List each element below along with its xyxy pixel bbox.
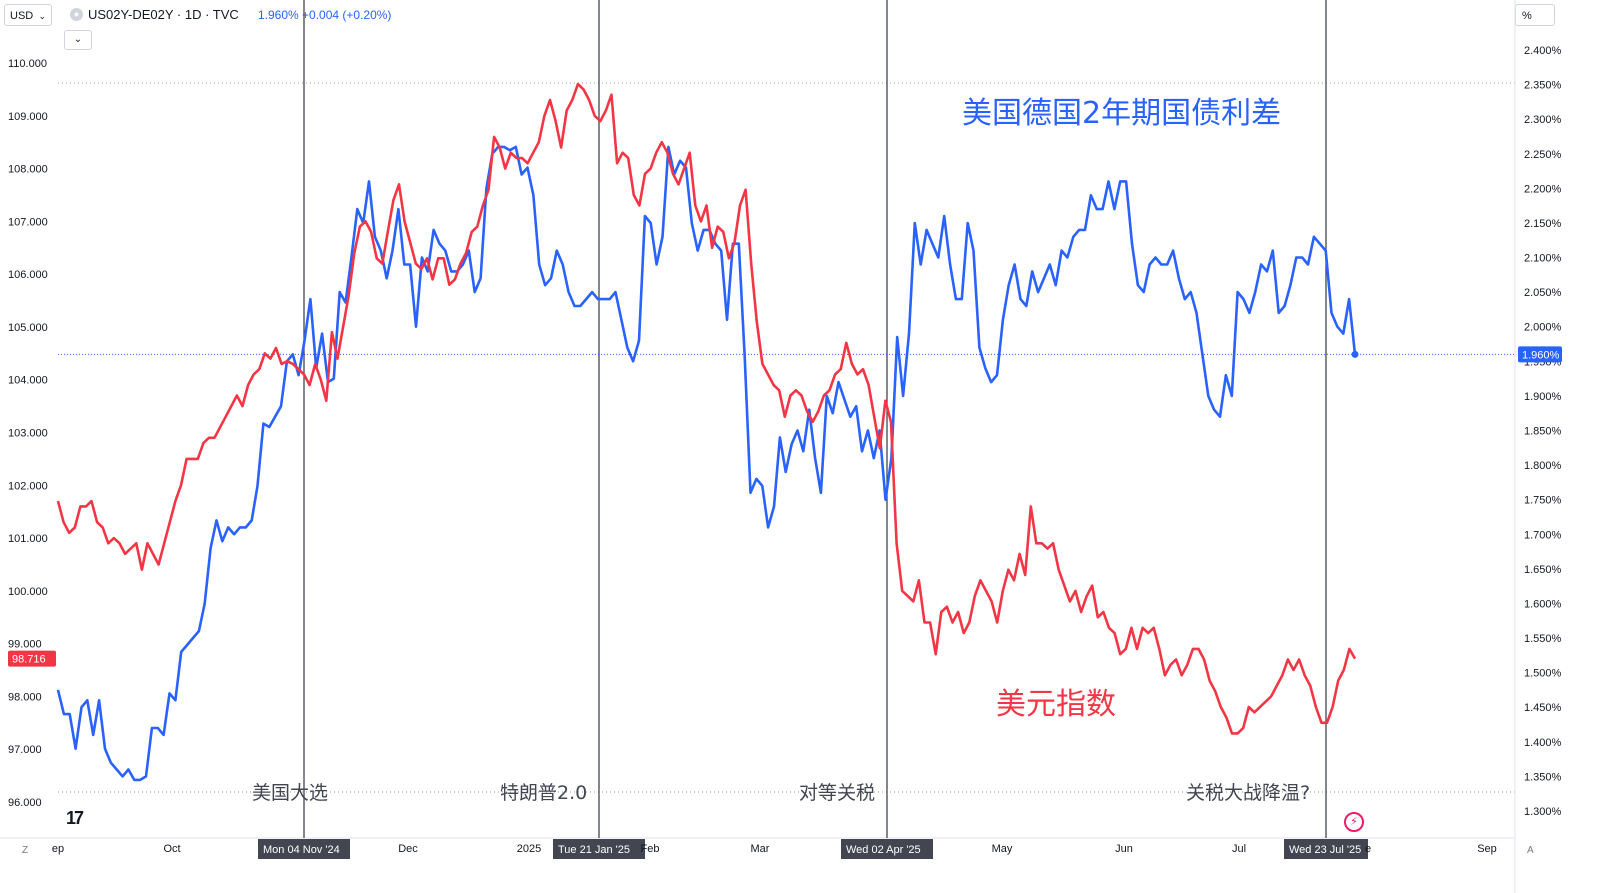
chart-toolbar: USD ⌄ ● US02Y-DE02Y · 1D · TVC 1.960% +0… xyxy=(0,0,1560,30)
chevron-down-icon: ⌄ xyxy=(73,34,83,45)
time-tick-label: Mar xyxy=(751,843,770,855)
left-tick-label: 100.000 xyxy=(8,586,48,598)
event-label: 特朗普2.0 xyxy=(500,782,587,804)
right-tick-label: 1.700% xyxy=(1524,529,1562,541)
dxy-series-line xyxy=(56,82,1357,735)
right-tick-label: 2.200% xyxy=(1524,183,1562,195)
right-tick-label: 1.850% xyxy=(1524,426,1562,438)
date-badge-label: Mon 04 Nov '24 xyxy=(263,844,340,856)
right-tick-label: 1.400% xyxy=(1524,737,1562,749)
chart-grid xyxy=(0,0,1516,893)
left-axis: 110.000 109.000 108.000 107.000 106.000 105.0… xyxy=(8,58,56,809)
right-tick-label: 2.250% xyxy=(1524,149,1562,161)
event-label: 对等关税 xyxy=(799,782,875,804)
time-tick-label: Dec xyxy=(398,843,418,855)
time-tick-label: 2025 xyxy=(517,843,541,855)
left-tick-label: 98.000 xyxy=(8,691,42,703)
left-tick-label: 97.000 xyxy=(8,744,42,756)
time-tick-label: e xyxy=(1365,843,1371,855)
right-tick-label: 1.800% xyxy=(1524,460,1562,472)
date-badge-label: Wed 02 Apr '25 xyxy=(846,844,921,856)
right-tick-label: 1.300% xyxy=(1524,806,1562,818)
event-label: 关税大战降温? xyxy=(1186,782,1310,804)
right-tick-label: 1.750% xyxy=(1524,495,1562,507)
left-tick-label: 105.000 xyxy=(8,322,48,334)
time-tick-label: Jul xyxy=(1232,843,1246,855)
right-tick-label: 2.350% xyxy=(1524,80,1562,92)
time-tick-label: Feb xyxy=(641,843,660,855)
symbol-title[interactable]: US02Y-DE02Y · 1D · TVC xyxy=(88,7,239,22)
auto-scale-button[interactable]: A xyxy=(1527,845,1534,856)
right-tick-label: 2.150% xyxy=(1524,218,1562,230)
dxy-annotation: 美元指数 xyxy=(996,687,1116,722)
date-badge xyxy=(841,839,933,859)
left-tick-label: 110.000 xyxy=(8,58,47,70)
left-tick-label: 101.000 xyxy=(8,533,48,545)
spread-series-line xyxy=(56,145,1357,782)
zoom-button[interactable]: Z xyxy=(22,845,29,856)
date-badge-label: Tue 21 Jan '25 xyxy=(558,844,630,856)
left-tick-label: 109.000 xyxy=(8,111,48,123)
left-tick-label: 108.000 xyxy=(8,164,48,176)
left-tick-label: 99.000 xyxy=(8,639,42,651)
time-tick-label: Oct xyxy=(163,843,180,855)
currency-select-label: USD xyxy=(10,10,34,22)
right-axis: 2.400% 2.350% 2.300% 2.250% 2.200% 2.150% 2.10… xyxy=(1518,45,1562,818)
right-tick-label: 2.000% xyxy=(1524,322,1562,334)
right-tick-label: 2.400% xyxy=(1524,45,1562,57)
right-tick-label: 1.450% xyxy=(1524,702,1562,714)
left-price-badge xyxy=(8,650,56,667)
right-tick-label: 1.350% xyxy=(1524,771,1562,783)
time-tick-label: ep xyxy=(52,843,64,855)
left-tick-label: 103.000 xyxy=(8,428,48,440)
right-tick-label: 1.900% xyxy=(1524,391,1562,403)
date-badge xyxy=(1284,839,1368,859)
date-badge xyxy=(553,839,645,859)
time-tick-label: Jun xyxy=(1115,843,1133,855)
time-tick-label: Sep xyxy=(1477,843,1497,855)
event-lines: Mon 04 Nov '24 Tue 21 Jan '25 Wed 02 Apr '… xyxy=(258,0,1368,859)
left-price-label: 98.716 xyxy=(12,654,46,666)
price-readout: 1.960% +0.004 (+0.20%) xyxy=(258,8,392,22)
left-tick-label: 107.000 xyxy=(8,216,48,228)
spread-last-point xyxy=(1351,350,1359,358)
currency-select[interactable]: USD ⌄ xyxy=(4,4,52,26)
right-tick-label: 2.300% xyxy=(1524,114,1562,126)
time-axis: ep Oct Dec 2025 Feb Mar May Jun Jul e Sep xyxy=(52,843,1497,855)
right-tick-label: 1.650% xyxy=(1524,564,1562,576)
spread-annotation: 美国德国2年期国债利差 xyxy=(962,96,1281,131)
left-tick-label: 104.000 xyxy=(8,375,48,387)
event-label: 美国大选 xyxy=(252,782,328,804)
right-tick-label: 1.600% xyxy=(1524,598,1562,610)
left-tick-label: 96.000 xyxy=(8,797,42,809)
tradingview-logo: 17 xyxy=(66,808,84,828)
symbol-status-icon: ● xyxy=(70,8,83,21)
chevron-down-icon: ⌄ xyxy=(38,11,46,21)
date-badge xyxy=(258,839,350,859)
right-price-badge xyxy=(1518,346,1562,363)
left-tick-label: 106.000 xyxy=(8,269,48,281)
left-tick-label: 102.000 xyxy=(8,480,48,492)
right-price-label: 1.960% xyxy=(1522,349,1560,361)
right-tick-label: 1.500% xyxy=(1524,668,1562,680)
lightning-icon[interactable]: ⚡ xyxy=(1344,812,1364,832)
right-tick-label: 2.050% xyxy=(1524,287,1562,299)
right-tick-label: 2.100% xyxy=(1524,253,1562,265)
right-tick-label: 1.550% xyxy=(1524,633,1562,645)
time-tick-label: May xyxy=(992,843,1013,855)
collapse-legend-button[interactable]: ⌄ xyxy=(64,30,92,50)
date-badge-label: Wed 23 Jul '25 xyxy=(1289,844,1361,856)
